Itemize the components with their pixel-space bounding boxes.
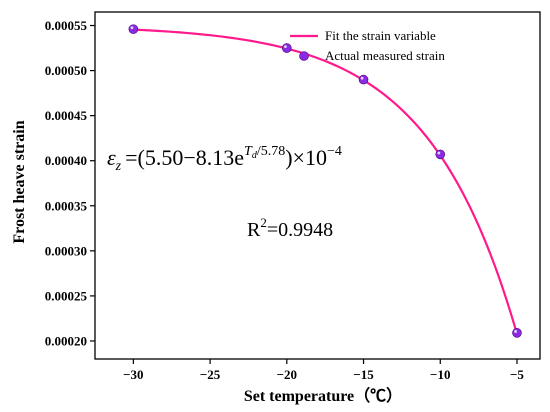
legend-label-fit: Fit the strain variable [325, 28, 436, 43]
r2-label: R [247, 219, 261, 241]
measured-points [128, 24, 522, 338]
measured-point-highlight [360, 76, 364, 80]
y-tick-label: 0.00055 [45, 18, 88, 33]
plot-frame [94, 11, 541, 360]
y-tick-label: 0.00025 [45, 288, 88, 303]
r2-value: =0.9948 [267, 219, 333, 241]
x-axis: −30 −25 −20 −15 −10 −5 [123, 359, 524, 382]
eq-lhs-sub: z [115, 159, 122, 174]
y-tick-label: 0.00020 [45, 333, 87, 348]
legend-point-swatch [299, 51, 309, 61]
x-tick-label: −10 [430, 367, 450, 382]
fit-curve [133, 28, 519, 335]
measured-point [435, 149, 446, 160]
x-tick-label: −25 [200, 367, 221, 382]
measured-point-highlight [437, 151, 441, 155]
x-axis-title: Set temperature（℃） [244, 387, 402, 405]
measured-point-highlight [514, 330, 517, 333]
y-tick-label: 0.00045 [45, 108, 88, 123]
legend-label-measured: Actual measured strain [325, 48, 445, 63]
eq-rhs-pre: =(5.50−8.13e [125, 145, 244, 170]
fit-equation: εz =(5.50−8.13eTd/5.78)×10−4 [107, 144, 342, 174]
measured-point [282, 43, 292, 53]
eq-exp-sub: d [252, 150, 258, 161]
y-tick-label: 0.00040 [45, 153, 87, 168]
y-axis-title: Frost heave strain [11, 120, 28, 243]
svg-text:εz=(5.50−8.13eTd/5.78)×10−4: εz =(5.50−8.13eTd/5.78)×10−4 [107, 144, 342, 174]
measured-point [358, 74, 369, 85]
x-tick-label: −5 [510, 367, 524, 382]
measured-point-highlight [130, 26, 134, 30]
eq-rhs-post: )×10 [285, 145, 327, 170]
x-tick-label: −15 [353, 367, 374, 382]
eq-lhs: ε [107, 145, 116, 170]
measured-point [512, 328, 522, 338]
legend: Fit the strain variable Actual measured … [290, 28, 445, 63]
measured-point-highlight [284, 45, 287, 49]
y-tick-label: 0.00030 [45, 243, 87, 258]
x-tick-label: −20 [277, 367, 297, 382]
x-tick-label: −30 [123, 367, 143, 382]
y-axis: 0.00020 0.00025 0.00030 0.00035 0.00040 0.000… [45, 18, 95, 348]
r2-sup: 2 [260, 215, 267, 230]
eq-exp-rest: /5.78 [257, 144, 285, 159]
measured-point [128, 24, 139, 34]
eq-exp-base: T [244, 144, 253, 159]
y-tick-label: 0.00035 [45, 198, 88, 213]
eq-pow: −4 [327, 144, 342, 159]
y-tick-label: 0.00050 [45, 63, 87, 78]
r-squared: R2=0.9948 [247, 215, 333, 241]
